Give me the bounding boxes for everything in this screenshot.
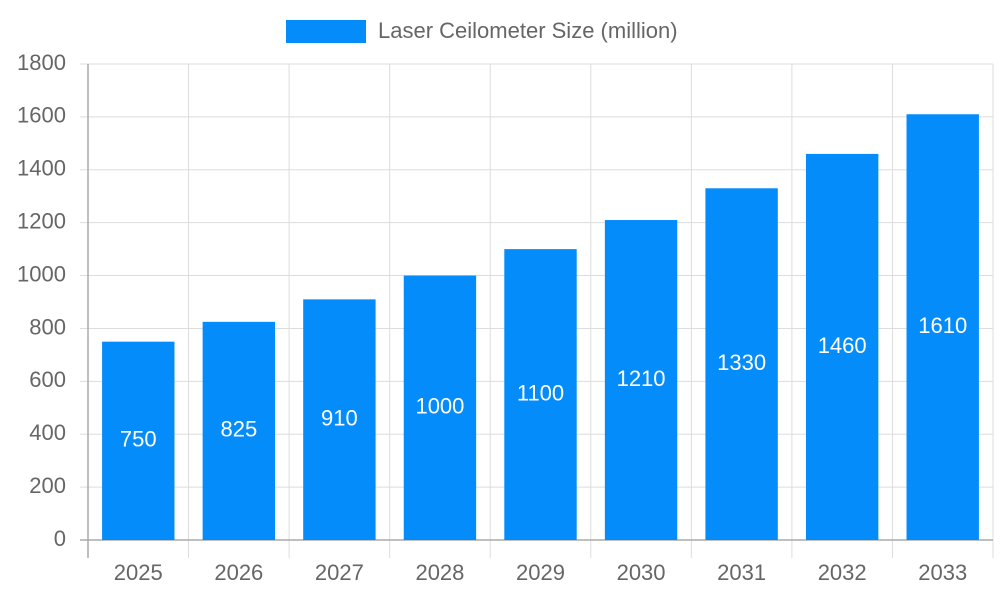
- data-label: 825: [220, 417, 257, 442]
- x-tick-label: 2028: [415, 560, 464, 585]
- data-label: 910: [321, 405, 358, 430]
- bar: [403, 275, 477, 540]
- x-tick-label: 2033: [918, 560, 967, 585]
- bar: [303, 299, 376, 540]
- x-tick-label: 2030: [617, 560, 666, 585]
- data-label: 1000: [415, 394, 464, 419]
- y-tick-label: 1200: [17, 208, 66, 233]
- legend-label: Laser Ceilometer Size (million): [378, 18, 678, 43]
- legend-swatch: [286, 20, 366, 43]
- y-tick-label: 1000: [17, 261, 66, 286]
- data-label: 1610: [918, 313, 967, 338]
- bar: [906, 114, 979, 540]
- data-label: 1210: [617, 366, 666, 391]
- data-label: 750: [120, 427, 157, 452]
- bar: [102, 341, 175, 540]
- x-tick-label: 2027: [315, 560, 364, 585]
- x-tick-label: 2031: [717, 560, 766, 585]
- y-tick-label: 1400: [17, 156, 66, 181]
- y-tick-label: 400: [29, 420, 66, 445]
- y-tick-label: 1800: [17, 50, 66, 75]
- y-tick-label: 800: [29, 314, 66, 339]
- y-tick-label: 1600: [17, 103, 66, 128]
- y-tick-label: 600: [29, 367, 66, 392]
- y-tick-label: 200: [29, 473, 66, 498]
- bar: [705, 188, 778, 541]
- data-label: 1330: [717, 350, 766, 375]
- bar: [202, 321, 276, 540]
- x-tick-label: 2025: [114, 560, 163, 585]
- bar: [604, 220, 678, 540]
- bar: [504, 249, 577, 540]
- x-tick-label: 2026: [214, 560, 263, 585]
- bar: [805, 153, 879, 540]
- x-tick-label: 2029: [516, 560, 565, 585]
- data-label: 1100: [517, 380, 564, 405]
- x-tick-label: 2032: [818, 560, 867, 585]
- data-label: 1460: [818, 333, 867, 358]
- y-tick-label: 0: [54, 526, 66, 551]
